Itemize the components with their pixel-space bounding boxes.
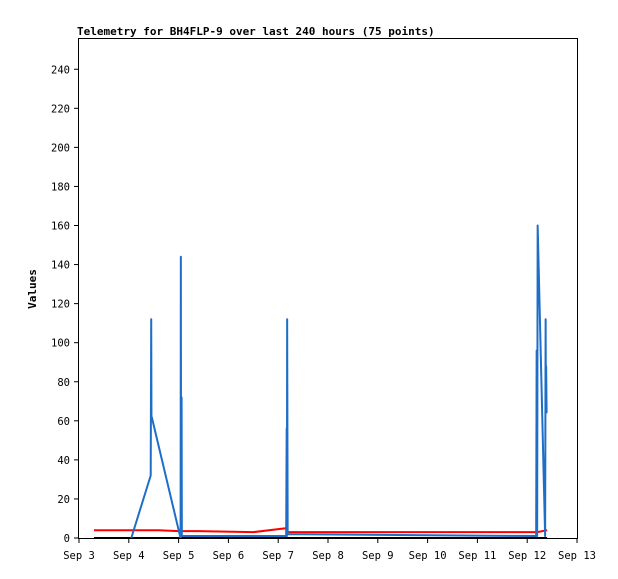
y-tick-label: 100 [51,338,70,350]
y-tick-label: 60 [57,416,70,428]
x-tick-label: Sep 12 [508,550,546,562]
y-axis-label: Values [26,269,39,309]
x-tick-label: Sep 9 [362,550,394,562]
y-tick-label: 200 [51,142,70,154]
y-tick-label: 240 [51,64,70,76]
x-tick-label: Sep 4 [113,550,145,562]
x-tick-label: Sep 7 [262,550,294,562]
chart-title: Telemetry for BH4FLP-9 over last 240 hou… [77,25,435,38]
plot-area-frame [78,38,578,539]
x-tick-label: Sep 5 [163,550,195,562]
y-tick-label: 180 [51,181,70,193]
y-tick-label: 80 [57,377,70,389]
x-tick-label: Sep 11 [458,550,496,562]
y-tick-label: 220 [51,103,70,115]
x-tick-label: Sep 8 [312,550,344,562]
x-tick-label: Sep 3 [63,550,95,562]
series-line-2 [130,224,548,539]
y-tick-label: 20 [57,494,70,506]
series-layer [93,224,548,539]
y-axis: 0 20 40 60 80 100 120 140 160 180 200 220 240 [51,64,79,545]
y-tick-label: 160 [51,221,70,233]
y-tick-label: 0 [64,533,70,545]
x-axis: Sep 3 Sep 4 Sep 5 Sep 6 Sep 7 Sep 8 Sep 9 Sep 1… [63,538,596,562]
x-tick-label: Sep 13 [558,550,596,562]
y-tick-label: 40 [57,455,70,467]
series-line-1 [93,527,548,534]
y-tick-label: 120 [51,299,70,311]
x-tick-label: Sep 10 [409,550,447,562]
x-tick-label: Sep 6 [213,550,245,562]
y-tick-label: 140 [51,260,70,272]
